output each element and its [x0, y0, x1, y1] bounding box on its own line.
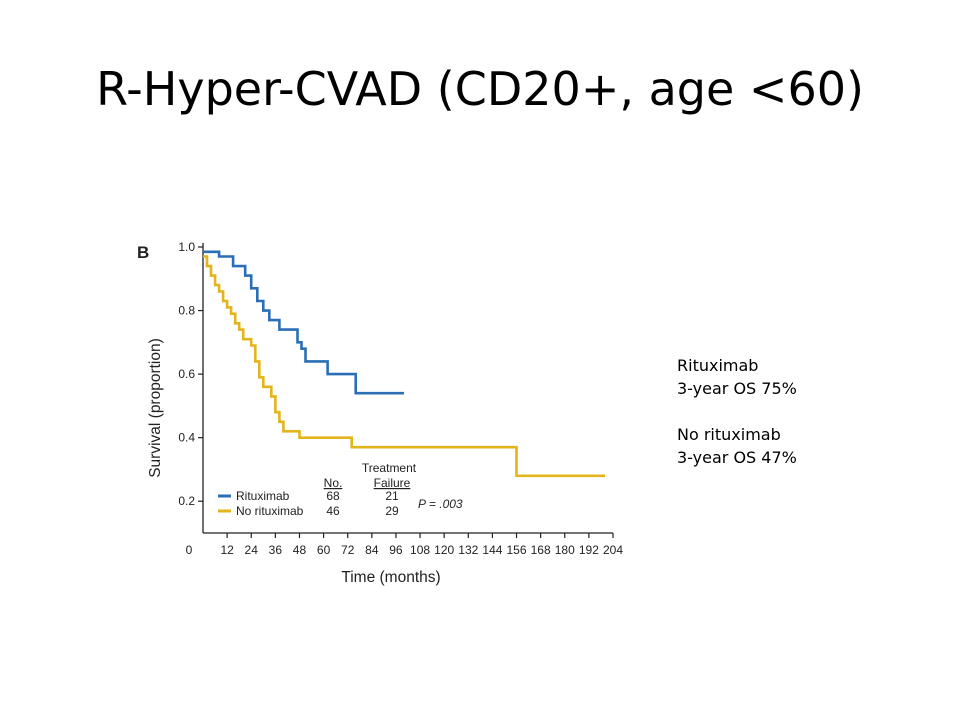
legend-label-no-rituximab: No rituximab [236, 504, 304, 518]
note-no-rituximab-label: No rituximab [677, 425, 781, 444]
x-tick-label: 24 [245, 543, 259, 557]
legend-failure-no-rituximab: 29 [385, 504, 399, 518]
note-rituximab-label: Rituximab [677, 356, 759, 375]
y-tick-label: 0.4 [178, 431, 195, 445]
y-tick-label: 0.8 [178, 304, 195, 318]
legend-header-failure: Failure [374, 476, 411, 490]
legend-header-no: No. [324, 476, 343, 490]
x-tick-label: 108 [410, 543, 430, 557]
x-tick-label: 84 [365, 543, 379, 557]
x-tick-label-zero: 0 [186, 543, 193, 557]
note-rituximab-os: 3-year OS 75% [677, 379, 797, 398]
legend: Treatment No. Failure Rituximab 68 21 No… [218, 461, 463, 518]
legend-no-no-rituximab: 46 [326, 504, 340, 518]
p-value: P = .003 [418, 497, 463, 511]
x-tick-label: 144 [482, 543, 502, 557]
x-tick-label: 156 [507, 543, 527, 557]
x-tick-label: 168 [531, 543, 551, 557]
panel-label: B [137, 243, 149, 262]
x-axis-label: Time (months) [341, 569, 440, 586]
survival-chart: B Survival (proportion) Time (months) 1.… [137, 240, 623, 586]
note-spacer [677, 400, 797, 423]
x-tick-label: 36 [269, 543, 283, 557]
y-tick-label: 1.0 [178, 240, 195, 254]
x-tick-label: 60 [317, 543, 331, 557]
side-note: Rituximab 3-year OS 75% No rituximab 3-y… [677, 354, 797, 469]
x-tick-label: 192 [579, 543, 599, 557]
legend-no-rituximab: 68 [326, 489, 340, 503]
axes: 1.0 0.8 0.6 0.4 0.2 12 24 36 48 60 72 84 96 108 120 132… [178, 240, 623, 557]
y-tick-label: 0.2 [178, 494, 195, 508]
x-tick-label: 132 [458, 543, 478, 557]
curve-rituximab [203, 250, 404, 395]
x-tick-label: 180 [555, 543, 575, 557]
survival-curves [203, 250, 605, 478]
x-tick-label: 96 [389, 543, 403, 557]
x-tick-label: 12 [220, 543, 234, 557]
note-no-rituximab-os: 3-year OS 47% [677, 448, 797, 467]
legend-failure-rituximab: 21 [385, 489, 399, 503]
legend-header-treatment: Treatment [362, 461, 417, 475]
y-axis-label: Survival (proportion) [147, 338, 164, 478]
legend-label-rituximab: Rituximab [236, 489, 290, 503]
x-tick-label: 48 [293, 543, 307, 557]
x-tick-label: 120 [434, 543, 454, 557]
x-tick-label: 204 [603, 543, 623, 557]
y-tick-label: 0.6 [178, 367, 195, 381]
curve-no-rituximab [203, 255, 605, 478]
x-tick-label: 72 [341, 543, 355, 557]
slide-title: R-Hyper-CVAD (CD20+, age <60) [96, 62, 864, 116]
